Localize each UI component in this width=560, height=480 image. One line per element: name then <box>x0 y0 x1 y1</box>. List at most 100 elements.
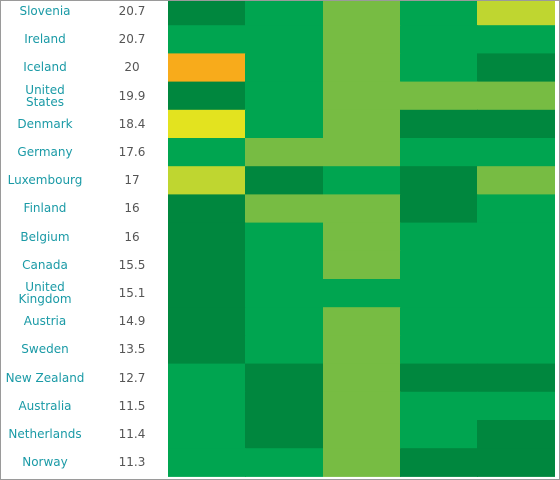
heatmap-cell-col-5 <box>477 166 555 195</box>
country-value: 20.7 <box>118 4 146 19</box>
country-label: Netherlands <box>8 427 82 442</box>
heatmap-cell-col-1 <box>168 109 246 139</box>
heatmap-cell-col-4 <box>400 448 478 477</box>
heatmap-cell-col-1 <box>168 363 246 393</box>
heatmap-cell-col-3 <box>323 391 401 421</box>
country-value: 12.7 <box>118 370 146 385</box>
heatmap-cell-col-2 <box>245 250 323 280</box>
heatmap-cell-col-4 <box>400 166 478 195</box>
heatmap-cell-col-5 <box>477 307 555 336</box>
country-value: 15.5 <box>118 257 146 272</box>
heatmap-cell-col-4 <box>400 53 478 83</box>
heatmap-cell-col-5 <box>477 53 555 83</box>
country-label: Sweden <box>21 342 69 357</box>
country-label: Denmark <box>17 116 73 131</box>
country-value: 15.1 <box>118 286 146 301</box>
heatmap-cell-col-3 <box>323 363 401 393</box>
heatmap-cell-col-5 <box>477 335 555 365</box>
country-label: Canada <box>22 257 68 272</box>
heatmap-cell-col-4 <box>400 363 478 393</box>
heatmap-cell-col-2 <box>245 25 323 54</box>
heatmap-cell-col-3 <box>323 335 401 365</box>
country-label: Australia <box>18 398 72 413</box>
heatmap-cell-col-3 <box>323 81 401 111</box>
heatmap-cell-col-1 <box>168 420 246 449</box>
heatmap-cell-col-4 <box>400 250 478 280</box>
country-label: Finland <box>23 201 67 216</box>
heatmap-cell-col-1 <box>168 279 246 308</box>
heatmap-cell-col-4 <box>400 420 478 449</box>
heatmap-cell-col-1 <box>168 53 246 83</box>
country-value: 13.5 <box>118 342 146 357</box>
heatmap-cell-col-2 <box>245 391 323 421</box>
heatmap-cell-col-4 <box>400 335 478 365</box>
country-label: United Kingdom <box>18 280 72 307</box>
heatmap-cell-col-4 <box>400 222 478 252</box>
heatmap-cell-col-4 <box>400 194 478 224</box>
heatmap-cell-col-5 <box>477 194 555 224</box>
heatmap-cell-col-1 <box>168 194 246 224</box>
country-value: 14.9 <box>118 314 146 329</box>
heatmap-cell-col-3 <box>323 1 401 26</box>
country-value: 17.6 <box>118 145 146 160</box>
heatmap-cell-col-5 <box>477 25 555 54</box>
heatmap-cell-col-2 <box>245 166 323 195</box>
country-value: 16 <box>124 229 140 244</box>
country-label: Belgium <box>20 229 70 244</box>
heatmap-cell-col-4 <box>400 81 478 111</box>
country-label: New Zealand <box>5 370 85 385</box>
heatmap-cell-col-3 <box>323 222 401 252</box>
heatmap-cell-col-3 <box>323 138 401 167</box>
heatmap-cell-col-1 <box>168 307 246 336</box>
heatmap-cell-col-3 <box>323 448 401 477</box>
country-label: Norway <box>22 455 68 470</box>
heatmap-cell-col-2 <box>245 81 323 111</box>
heatmap-cell-col-3 <box>323 25 401 54</box>
heatmap-cell-col-3 <box>323 250 401 280</box>
heatmap-cell-col-2 <box>245 222 323 252</box>
heatmap-cell-col-3 <box>323 279 401 308</box>
country-value: 19.9 <box>118 88 146 103</box>
heatmap-cell-col-1 <box>168 391 246 421</box>
heatmap-cell-col-2 <box>245 138 323 167</box>
heatmap-cell-col-5 <box>477 222 555 252</box>
heatmap-cell-col-1 <box>168 25 246 54</box>
heatmap-cell-col-5 <box>477 109 555 139</box>
heatmap-cell-col-3 <box>323 166 401 195</box>
heatmap-cell-col-4 <box>400 25 478 54</box>
country-label: Slovenia <box>19 4 71 19</box>
heatmap-cell-col-5 <box>477 391 555 421</box>
country-label: Luxembourg <box>7 173 83 188</box>
heatmap-cell-col-5 <box>477 420 555 449</box>
heatmap-cell-col-5 <box>477 279 555 308</box>
heatmap-cell-col-5 <box>477 81 555 111</box>
heatmap-cell-col-5 <box>477 448 555 477</box>
heatmap-cell-col-2 <box>245 448 323 477</box>
heatmap-cell-col-3 <box>323 109 401 139</box>
heatmap-cell-col-2 <box>245 194 323 224</box>
heatmap-cell-col-2 <box>245 279 323 308</box>
heatmap-cell-col-3 <box>323 53 401 83</box>
heatmap-cell-col-2 <box>245 109 323 139</box>
heatmap-cell-col-3 <box>323 194 401 224</box>
country-label: United States <box>25 82 65 109</box>
heatmap-cell-col-2 <box>245 335 323 365</box>
heatmap-cell-col-2 <box>245 307 323 336</box>
country-value: 20.7 <box>118 32 146 47</box>
country-label: Ireland <box>24 32 66 47</box>
heatmap-cell-col-2 <box>245 363 323 393</box>
country-label: Germany <box>17 145 73 160</box>
heatmap-cell-col-3 <box>323 420 401 449</box>
country-value: 18.4 <box>118 116 146 131</box>
heatmap-cell-col-2 <box>245 53 323 83</box>
heatmap-cell-col-4 <box>400 279 478 308</box>
heatmap-cell-col-1 <box>168 138 246 167</box>
country-label: Austria <box>23 314 67 329</box>
country-value: 11.4 <box>118 427 146 442</box>
country-value: 17 <box>124 173 140 188</box>
country-value: 11.3 <box>118 455 146 470</box>
heatmap-cell-col-1 <box>168 335 246 365</box>
heatmap-cell-col-5 <box>477 138 555 167</box>
